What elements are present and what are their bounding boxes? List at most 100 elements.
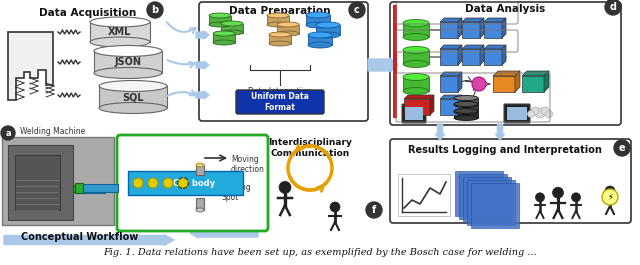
Text: Welding Machine: Welding Machine [20,126,85,135]
Bar [403,77,429,91]
Circle shape [545,111,552,117]
Circle shape [614,140,630,156]
Text: b: b [152,5,159,15]
FancyBboxPatch shape [236,90,324,114]
Polygon shape [480,18,484,38]
Ellipse shape [213,31,235,36]
FancyBboxPatch shape [199,2,368,121]
FancyArrow shape [196,61,209,69]
Text: f: f [372,205,376,215]
Ellipse shape [221,21,243,26]
Ellipse shape [308,32,332,38]
Bar [440,49,458,65]
Bar [75,183,83,193]
Text: Moving
direction: Moving direction [231,155,265,174]
Ellipse shape [306,22,330,28]
Ellipse shape [209,13,231,18]
Polygon shape [440,95,462,99]
Circle shape [1,126,15,140]
Ellipse shape [99,81,167,91]
Bar [471,183,519,228]
Circle shape [133,178,143,188]
Polygon shape [404,95,434,99]
Bar [405,107,423,120]
Ellipse shape [454,101,478,107]
FancyBboxPatch shape [390,2,621,125]
Bar [467,180,515,225]
Text: Communication: Communication [270,149,349,158]
Bar [454,98,478,104]
Text: Data Preparation: Data Preparation [229,6,331,16]
Polygon shape [484,18,506,22]
Bar [78,184,118,192]
Ellipse shape [221,30,243,35]
Bar [128,171,243,195]
Text: XML: XML [108,27,132,37]
Ellipse shape [403,33,429,41]
Bar [269,34,291,43]
Polygon shape [458,45,462,65]
Circle shape [178,178,188,188]
Bar [462,49,480,65]
Polygon shape [430,95,434,115]
Polygon shape [515,71,520,92]
Bar [308,35,332,45]
Ellipse shape [403,20,429,26]
Text: a: a [5,129,11,138]
FancyArrow shape [196,31,209,39]
Text: e: e [619,143,625,153]
Bar [440,99,458,115]
Ellipse shape [94,68,162,78]
Circle shape [527,111,534,117]
Ellipse shape [196,163,204,167]
Circle shape [536,193,545,202]
Circle shape [163,178,173,188]
Polygon shape [458,72,462,92]
Bar [277,24,299,33]
Circle shape [279,182,291,193]
Text: Data Acquisition: Data Acquisition [40,8,136,18]
Ellipse shape [90,37,150,47]
Ellipse shape [403,46,429,54]
Ellipse shape [269,41,291,46]
Bar [403,50,429,64]
Text: Interdisciplinary: Interdisciplinary [268,138,352,147]
Bar [522,76,544,92]
Ellipse shape [454,108,478,113]
Ellipse shape [267,22,289,27]
Text: c: c [354,5,360,15]
Bar [484,22,502,38]
Circle shape [541,107,549,115]
Polygon shape [522,71,549,76]
Text: Fig. 1. Data relations have been set up, as exemplified by the Bosch case for we: Fig. 1. Data relations have been set up,… [103,248,537,257]
Bar [73,185,78,192]
Ellipse shape [454,95,478,100]
Bar [403,23,429,37]
Polygon shape [493,71,520,76]
Circle shape [602,189,618,205]
Polygon shape [458,95,462,115]
FancyArrow shape [368,58,398,72]
Ellipse shape [306,12,330,18]
Circle shape [148,178,158,188]
Circle shape [605,186,615,196]
Bar [213,33,235,42]
Bar [221,24,243,33]
Bar [316,25,340,35]
Polygon shape [8,32,53,100]
Bar [507,107,527,120]
Ellipse shape [209,22,231,27]
FancyBboxPatch shape [390,139,631,223]
Circle shape [349,2,365,18]
Ellipse shape [267,13,289,18]
Text: ⚡: ⚡ [607,192,613,201]
Bar [196,165,204,175]
Circle shape [552,187,563,198]
FancyBboxPatch shape [504,104,530,123]
Bar [2,137,114,225]
Ellipse shape [196,208,204,212]
FancyArrow shape [4,235,174,245]
Bar [15,155,60,210]
Bar [398,174,450,216]
Polygon shape [458,18,462,38]
